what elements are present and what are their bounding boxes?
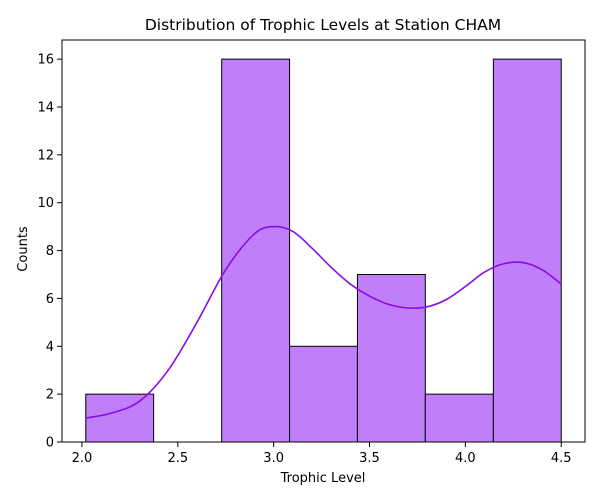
x-tick-label: 4.5 [551,451,572,466]
y-tick-label: 0 [46,436,54,451]
histogram-bar [289,345,358,443]
histogram-bar [221,58,291,443]
kde-curve [85,225,562,419]
histogram-bar [492,58,562,443]
y-tick-label: 8 [46,244,54,259]
x-axis-label: Trophic Level [280,471,366,486]
x-tick-label: 4.0 [455,451,476,466]
x-tick-label: 2.0 [72,451,93,466]
chart-title: Distribution of Trophic Levels at Statio… [145,16,501,34]
y-tick-label: 6 [46,292,54,307]
axes-frame [61,39,586,443]
y-tick-label: 10 [37,196,54,211]
plot-frame [61,39,586,443]
x-tick-label: 3.5 [359,451,380,466]
histogram-bar [85,393,155,443]
y-tick-label: 4 [46,340,54,355]
x-tick-label: 2.5 [167,451,188,466]
y-axis-label: Counts [16,226,31,272]
y-tick-label: 16 [37,53,54,68]
y-axis-ticks: 0 2 4 6 8 10 12 14 16 [37,53,62,451]
y-tick-label: 14 [37,101,54,116]
y-tick-label: 2 [46,388,54,403]
histogram-bar [356,274,426,443]
x-axis-ticks: 2.0 2.5 3.0 3.5 4.0 4.5 [72,442,572,466]
y-tick-label: 12 [37,148,54,163]
histogram-bar [424,393,494,443]
x-tick-label: 3.0 [263,451,284,466]
histogram-bars [85,58,562,443]
